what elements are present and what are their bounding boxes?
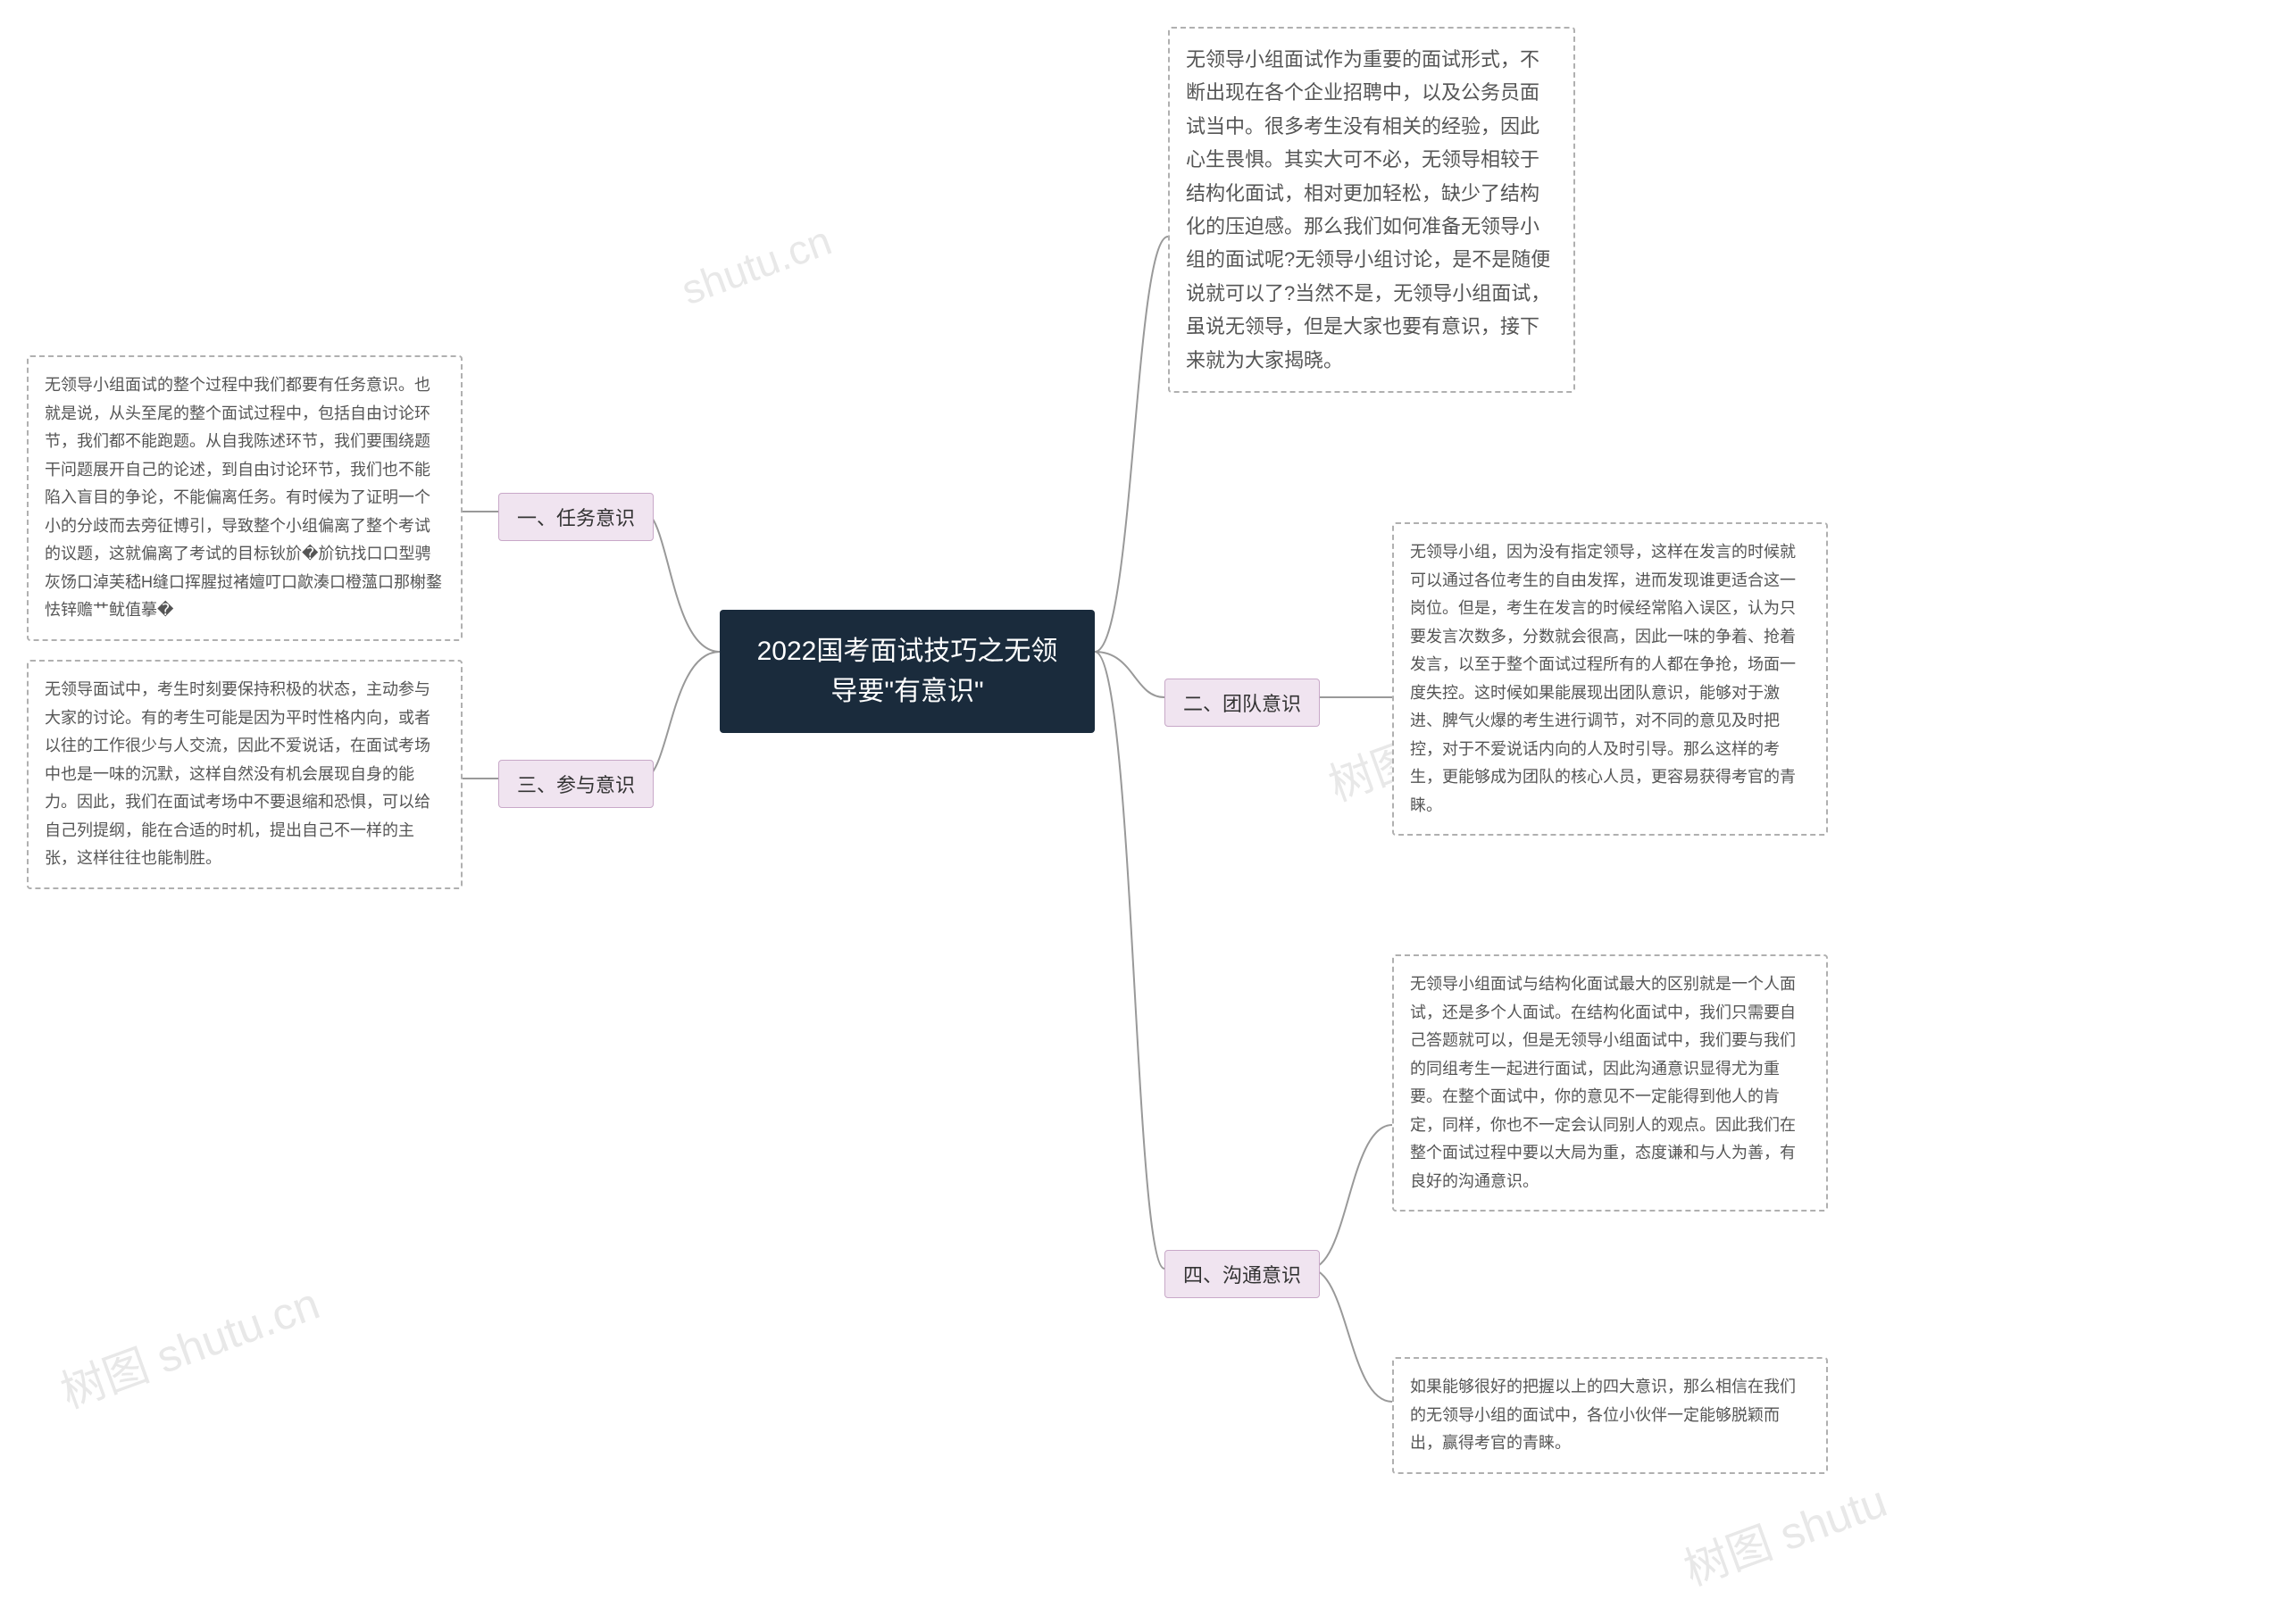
branch-node-b3[interactable]: 三、参与意识	[498, 760, 654, 808]
leaf-node-l4a[interactable]: 无领导小组面试与结构化面试最大的区别就是一个人面试，还是多个人面试。在结构化面试…	[1392, 954, 1828, 1212]
branch-node-b4[interactable]: 四、沟通意识	[1164, 1250, 1320, 1298]
leaf-node-l2[interactable]: 无领导小组，因为没有指定领导，这样在发言的时候就可以通过各位考生的自由发挥，进而…	[1392, 522, 1828, 836]
watermark: shutu.cn	[675, 216, 838, 314]
watermark: 树图 shutu.cn	[51, 1268, 327, 1420]
connector	[643, 512, 720, 652]
connector	[1095, 652, 1164, 1269]
connector	[643, 652, 720, 779]
branch-node-b1[interactable]: 一、任务意识	[498, 493, 654, 541]
watermark: 树图 shutu	[1674, 1466, 1895, 1598]
leaf-node-l1[interactable]: 无领导小组面试的整个过程中我们都要有任务意识。也就是说，从头至尾的整个面试过程中…	[27, 355, 463, 641]
leaf-node-l0[interactable]: 无领导小组面试作为重要的面试形式，不断出现在各个企业招聘中，以及公务员面试当中。…	[1168, 27, 1575, 393]
connector	[1309, 1269, 1392, 1402]
connector	[1095, 652, 1164, 697]
connector	[1095, 237, 1168, 652]
connector	[1309, 1125, 1392, 1269]
branch-node-b2[interactable]: 二、团队意识	[1164, 679, 1320, 727]
center-node[interactable]: 2022国考面试技巧之无领导要"有意识"	[720, 610, 1095, 733]
leaf-node-l4b[interactable]: 如果能够很好的把握以上的四大意识，那么相信在我们的无领导小组的面试中，各位小伙伴…	[1392, 1357, 1828, 1474]
leaf-node-l3[interactable]: 无领导面试中，考生时刻要保持积极的状态，主动参与大家的讨论。有的考生可能是因为平…	[27, 660, 463, 889]
